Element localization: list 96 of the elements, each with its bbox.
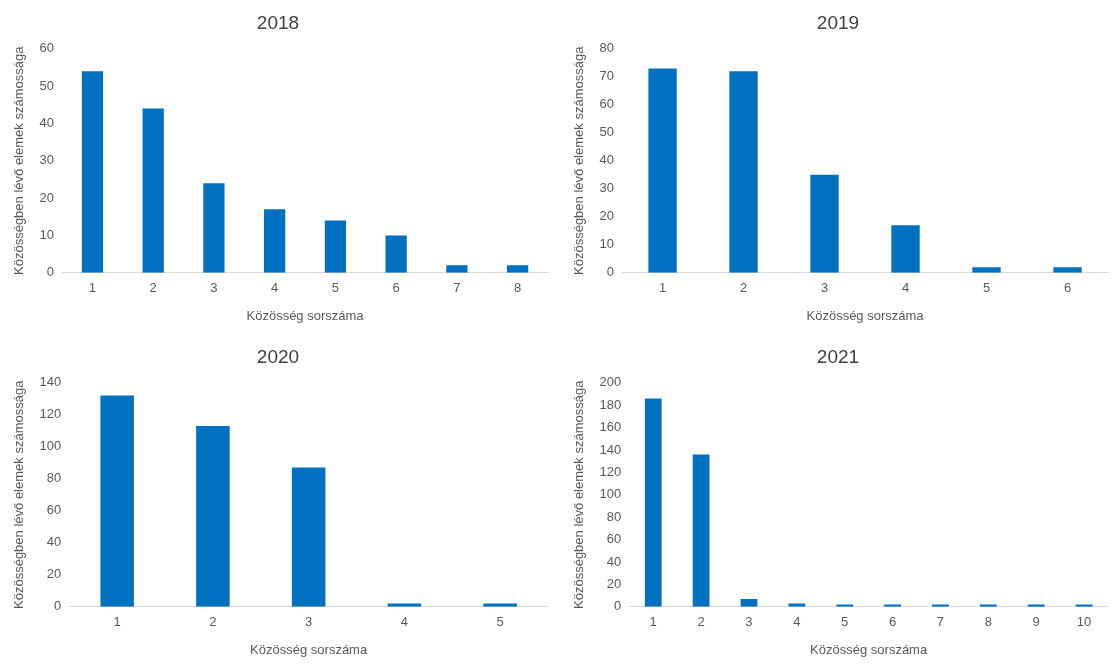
y-tick-label: 100 xyxy=(39,438,62,454)
y-axis-title: Közösségben lévő elemek számossága xyxy=(11,45,27,275)
x-tick-label: 2 xyxy=(149,280,157,296)
x-tick-label: 7 xyxy=(936,614,945,630)
y-tick-label: 180 xyxy=(599,396,622,412)
y-axis-title: Közösségben lévő elemek számossága xyxy=(571,45,587,275)
bar xyxy=(692,454,710,607)
x-tick-label: 8 xyxy=(514,280,522,296)
x-tick-label: 4 xyxy=(901,280,910,296)
bar xyxy=(324,220,347,273)
bar xyxy=(203,183,225,273)
y-tick-label: 40 xyxy=(599,152,615,168)
y-tick-label: 0 xyxy=(614,598,622,614)
x-tick-label: 2 xyxy=(209,614,217,630)
x-tick-label: 1 xyxy=(649,614,657,630)
x-tick-label: 4 xyxy=(271,280,279,296)
bar xyxy=(291,467,326,607)
y-tick-label: 80 xyxy=(606,508,622,524)
chart-title: 2021 xyxy=(816,345,860,367)
y-tick-label: 40 xyxy=(46,534,62,550)
y-tick-label: 70 xyxy=(599,68,615,84)
y-tick-label: 30 xyxy=(39,152,55,168)
x-tick-label: 8 xyxy=(984,614,992,630)
bar xyxy=(264,209,286,273)
x-tick-label: 4 xyxy=(400,614,408,630)
y-tick-label: 60 xyxy=(46,502,62,518)
y-tick-label: 0 xyxy=(606,264,615,280)
x-axis-title: Közösség sorszáma xyxy=(810,641,928,657)
chart-title: 2018 xyxy=(256,11,300,33)
y-axis-title: Közösségben lévő elemek számossága xyxy=(571,379,587,609)
bar xyxy=(196,426,230,607)
y-tick-label: 160 xyxy=(599,419,622,435)
x-tick-label: 3 xyxy=(305,614,313,630)
x-tick-label: 1 xyxy=(658,280,667,296)
y-tick-label: 60 xyxy=(39,40,55,56)
y-tick-label: 40 xyxy=(39,115,55,131)
y-tick-label: 20 xyxy=(599,208,615,224)
x-axis-title: Közösség sorszáma xyxy=(250,641,368,657)
y-axis-title: Közösségben lévő elemek számossága xyxy=(11,379,27,609)
bar xyxy=(810,174,839,273)
y-tick-label: 100 xyxy=(599,486,622,502)
x-tick-label: 5 xyxy=(841,614,849,630)
y-tick-label: 120 xyxy=(39,406,62,422)
bar xyxy=(81,71,104,273)
bar xyxy=(446,265,468,273)
x-axis-title: Közösség sorszáma xyxy=(246,307,365,323)
y-tick-label: 50 xyxy=(39,77,55,93)
chart-title: 2020 xyxy=(256,345,300,367)
y-tick-label: 20 xyxy=(39,189,55,205)
y-tick-label: 0 xyxy=(46,264,55,280)
y-tick-label: 80 xyxy=(46,470,62,486)
x-tick-label: 2 xyxy=(697,614,705,630)
y-tick-label: 20 xyxy=(46,566,62,582)
y-tick-label: 140 xyxy=(599,441,622,457)
x-tick-label: 1 xyxy=(88,280,97,296)
bar xyxy=(972,267,1001,273)
y-tick-label: 0 xyxy=(54,598,62,614)
y-tick-label: 30 xyxy=(599,180,615,196)
x-tick-label: 6 xyxy=(392,280,400,296)
y-tick-label: 20 xyxy=(606,575,622,591)
x-tick-label: 3 xyxy=(745,614,753,630)
x-tick-label: 3 xyxy=(210,280,218,296)
bar xyxy=(100,395,134,607)
x-tick-label: 5 xyxy=(496,614,504,630)
y-tick-label: 10 xyxy=(599,236,615,252)
x-tick-label: 7 xyxy=(453,280,461,296)
y-tick-label: 200 xyxy=(599,374,622,390)
x-axis-title: Közösség sorszáma xyxy=(806,307,925,323)
x-tick-label: 9 xyxy=(1032,614,1040,630)
bar xyxy=(729,71,758,273)
x-tick-label: 1 xyxy=(113,614,121,630)
bar xyxy=(891,225,920,273)
x-tick-label: 10 xyxy=(1076,614,1092,630)
y-tick-label: 140 xyxy=(39,374,62,390)
x-tick-label: 3 xyxy=(820,280,829,296)
y-tick-label: 40 xyxy=(606,553,622,569)
bar xyxy=(507,265,529,273)
x-tick-label: 5 xyxy=(331,280,340,296)
y-tick-label: 10 xyxy=(39,227,55,243)
bar xyxy=(385,235,407,273)
bar xyxy=(142,108,164,273)
bar xyxy=(644,398,662,607)
bar xyxy=(1053,267,1082,273)
x-tick-label: 2 xyxy=(739,280,748,296)
y-tick-label: 80 xyxy=(599,40,615,56)
x-tick-label: 4 xyxy=(793,614,801,630)
y-tick-label: 120 xyxy=(599,463,622,479)
x-tick-label: 6 xyxy=(1063,280,1072,296)
bar xyxy=(648,68,677,273)
y-tick-label: 60 xyxy=(606,531,622,547)
y-tick-label: 50 xyxy=(599,124,615,140)
y-tick-label: 60 xyxy=(599,96,615,112)
bar xyxy=(788,603,806,607)
x-tick-label: 5 xyxy=(982,280,991,296)
x-tick-label: 6 xyxy=(888,614,897,630)
chart-title: 2019 xyxy=(816,11,860,33)
